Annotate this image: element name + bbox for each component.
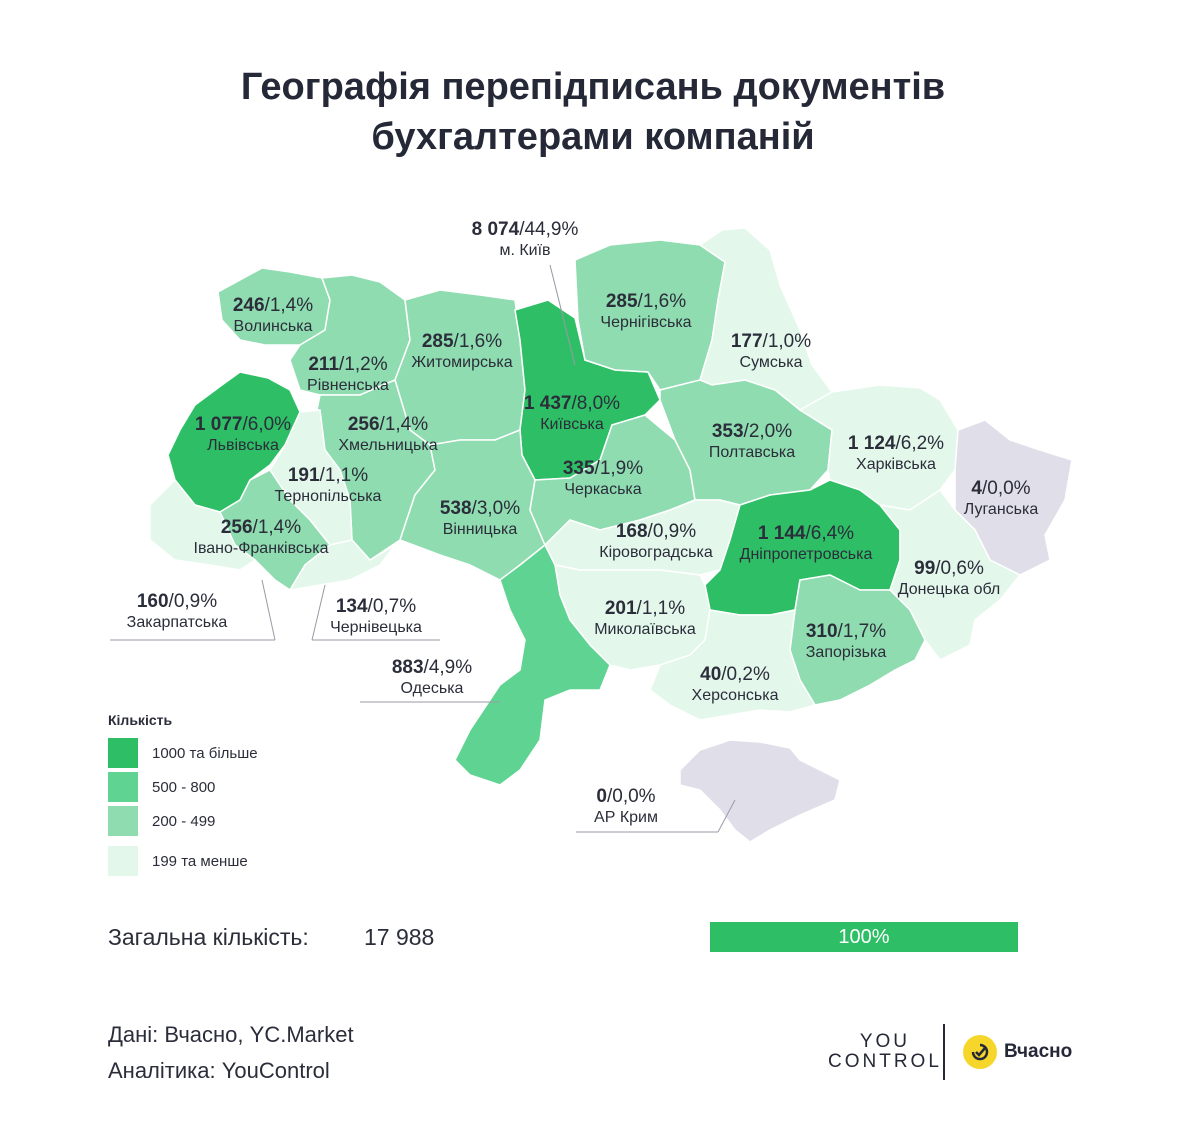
leader-zakarpattia-v	[261, 579, 276, 641]
region-chernivtsi	[288, 539, 396, 592]
vchasno-logo-text: Вчасно	[1004, 1041, 1073, 1062]
legend-item-200: 200 - 499	[108, 804, 258, 838]
label-ivano-frankivsk: 256/1,4% Івано-Франківська	[193, 517, 329, 558]
label-luhansk: 4/0,0% Луганська	[963, 478, 1039, 519]
legend-item-500: 500 - 800	[108, 770, 258, 804]
label-zhytomyr: 285/1,6% Житомирська	[411, 331, 513, 372]
legend-item-199: 199 та менше	[108, 844, 258, 878]
label-chernivtsi: 134/0,7% Чернівецька	[330, 596, 422, 637]
leader-kyiv-city	[549, 264, 576, 366]
legend-item-1000: 1000 та більше	[108, 736, 258, 770]
check-icon	[971, 1043, 989, 1061]
region-odesa	[454, 543, 611, 786]
label-vinnytsia: 538/3,0% Вінницька	[439, 498, 521, 539]
label-ternopil: 191/1,1% Тернопільська	[274, 465, 382, 506]
region-kherson	[649, 609, 817, 721]
source-analytics: Аналітика: YouControl	[108, 1058, 330, 1083]
label-crimea: 0/0,0% АР Крим	[594, 786, 658, 827]
label-khmelnytskyi: 256/1,4% Хмельницька	[338, 414, 438, 455]
legend-swatch	[108, 772, 138, 802]
legend-swatch	[108, 738, 138, 768]
legend-swatch	[108, 846, 138, 876]
label-odesa: 883/4,9% Одеська	[391, 657, 473, 698]
label-mykolaiv: 201/1,1% Миколаївська	[594, 598, 696, 639]
label-poltava: 353/2,0% Полтавська	[708, 421, 796, 462]
label-volyn: 246/1,4% Волинська	[232, 295, 314, 336]
region-sumy	[698, 227, 834, 411]
legend-label: 200 - 499	[152, 812, 216, 830]
label-cherkasy: 335/1,9% Черкаська	[562, 458, 644, 499]
youcontrol-logo: YOU CONTROL	[828, 1032, 942, 1072]
region-zakarpattia	[149, 478, 257, 571]
logo-yc-line2: CONTROL	[828, 1051, 942, 1072]
total-bar: 100%	[710, 922, 1018, 952]
region-crimea	[679, 739, 841, 843]
legend-swatch	[108, 806, 138, 836]
leader-chernivtsi-v	[311, 584, 326, 641]
title-line-1: Географія перепідписань документів	[240, 66, 946, 108]
label-donetsk: 99/0,6% Донецька обл	[897, 558, 1001, 599]
region-lviv	[167, 371, 301, 513]
legend-title: Кількість	[108, 712, 173, 728]
label-chernihiv: 285/1,6% Чернігівська	[600, 291, 692, 332]
label-zakarpattia: 160/0,9% Закарпатська	[126, 591, 228, 632]
label-sumy: 177/1,0% Сумська	[730, 331, 812, 372]
label-rivne: 211/1,2% Рівненська	[307, 354, 389, 395]
label-lviv: 1 077/6,0% Львівська	[194, 414, 292, 455]
label-kirovohrad: 168/0,9% Кіровоградська	[599, 521, 713, 562]
legend-label: 500 - 800	[152, 778, 216, 796]
legend-label: 199 та менше	[152, 852, 248, 870]
logo-yc-line1: YOU	[859, 1031, 911, 1052]
label-kyiv-city: 8 074/44,9% м. Київ	[471, 219, 579, 260]
legend-label: 1000 та більше	[152, 744, 258, 762]
label-kherson: 40/0,2% Херсонська	[691, 664, 779, 705]
label-dnipro: 1 144/6,4% Дніпропетровська	[739, 523, 873, 564]
total-value: 17 988	[364, 924, 435, 950]
vchasno-icon	[963, 1035, 997, 1069]
title-line-2: бухгалтерами компаній	[371, 116, 815, 158]
source-data: Дані: Вчасно, YC.Market	[108, 1022, 354, 1047]
leader-crimea-v	[717, 799, 736, 833]
region-donetsk	[878, 488, 1022, 661]
total-label: Загальна кількість:	[108, 924, 309, 950]
label-zaporizhzhia: 310/1,7% Запорізька	[805, 621, 887, 662]
label-kyiv-oblast: 1 437/8,0% Київська	[523, 393, 621, 434]
chart-title: Географія перепідписань документів бухга…	[0, 62, 1186, 162]
legend: Кількість 1000 та більше 500 - 800 200 -…	[108, 712, 258, 878]
label-kharkiv: 1 124/6,2% Харківська	[847, 433, 945, 474]
logo-divider	[943, 1024, 945, 1080]
